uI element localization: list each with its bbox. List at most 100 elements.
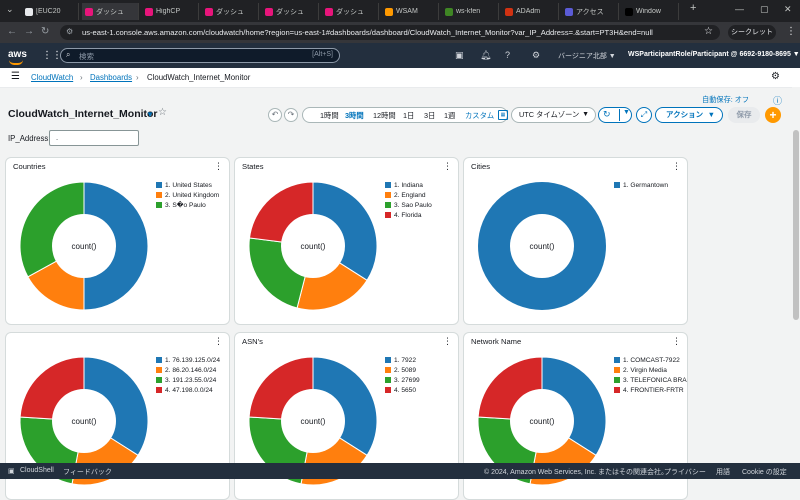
feedback-link[interactable]: フィードバック [63, 469, 112, 476]
browser-tab[interactable]: ダッシュ [202, 3, 259, 20]
maximize-icon[interactable]: ▢ [760, 4, 769, 14]
redo-button[interactable]: ↷ [284, 108, 298, 122]
legend-item[interactable]: 3. 191.23.55.0/24 [156, 375, 220, 385]
undo-button[interactable]: ↶ [268, 108, 282, 122]
settings-icon[interactable]: ⚙ [532, 50, 541, 60]
calendar-icon[interactable]: ▦ [498, 110, 508, 120]
browser-tab[interactable]: ws-kfen [442, 3, 499, 20]
range-1d[interactable]: 1日 [403, 111, 415, 120]
legend-item[interactable]: 3. 27699 [385, 375, 420, 385]
timezone-dropdown[interactable]: UTC タイムゾーン ▼ [511, 107, 596, 123]
browser-tab[interactable]: ダッシュ [322, 3, 379, 20]
tab-search-icon[interactable]: ⌄ [6, 4, 14, 14]
legend-item[interactable]: 2. England [385, 190, 432, 200]
legend-item[interactable]: 1. 76.139.125.0/24 [156, 355, 220, 365]
browser-menu-icon[interactable]: ⋮ [786, 26, 796, 37]
cloudshell-icon[interactable]: ▣ [455, 50, 464, 60]
close-window-icon[interactable]: ✕ [784, 4, 792, 14]
legend-item[interactable]: 4. 5650 [385, 385, 420, 395]
url-field[interactable]: us-east-1.console.aws.amazon.com/cloudwa… [60, 25, 720, 40]
cookie-settings-link[interactable]: Cookie の設定 [742, 469, 787, 476]
browser-tab[interactable]: ダッシュ [262, 3, 319, 20]
widget-menu-icon[interactable]: ⋮ [443, 161, 452, 171]
browser-tab[interactable]: Window [622, 3, 679, 20]
legend-item[interactable]: 2. 5089 [385, 365, 420, 375]
range-3h[interactable]: 3時間 [345, 111, 364, 120]
site-info-icon[interactable]: ⚙ [66, 27, 74, 36]
refresh-button[interactable]: ↻ ▼ [598, 107, 632, 123]
widget-menu-icon[interactable]: ⋮ [214, 161, 223, 171]
scrollbar-thumb[interactable] [793, 130, 799, 320]
tab-favicon-icon [625, 7, 633, 16]
favorite-star-icon[interactable]: ☆ [158, 107, 167, 118]
widget-menu-icon[interactable]: ⋮ [672, 161, 681, 171]
console-search-input[interactable]: ⌕ 検索 [Alt+S] [60, 48, 340, 63]
forward-icon[interactable]: → [24, 26, 34, 37]
new-tab-button[interactable]: + [690, 2, 697, 14]
range-1h[interactable]: 1時間 [320, 111, 339, 120]
breadcrumb-dashboards[interactable]: Dashboards [90, 73, 133, 82]
donut-hole [281, 389, 345, 453]
legend-item[interactable]: 1. Indiana [385, 180, 432, 190]
legend-item[interactable]: 3. TELEFONICA BRA... [614, 375, 688, 385]
browser-tab[interactable]: WSAM [382, 3, 439, 20]
legend-item[interactable]: 1. Germantown [614, 180, 668, 190]
services-grid-icon[interactable]: ⋮⋮⋮ [42, 50, 72, 61]
cloudshell-link[interactable]: CloudShell [20, 467, 54, 474]
incognito-badge[interactable]: シークレット [728, 25, 776, 40]
widget-menu-icon[interactable]: ⋮ [214, 336, 223, 346]
breadcrumb-cloudwatch[interactable]: CloudWatch [31, 73, 74, 82]
legend-item[interactable]: 1. COMCAST-7922 [614, 355, 687, 365]
widget-menu-icon[interactable]: ⋮ [443, 336, 452, 346]
variable-label: IP_Address: [8, 134, 51, 143]
legend-swatch-icon [614, 377, 620, 383]
reload-icon[interactable]: ↻ [41, 26, 50, 37]
info-icon[interactable]: ⓘ [773, 96, 783, 106]
legend-item[interactable]: 1. 7922 [385, 355, 420, 365]
browser-tab[interactable]: ADAdm [502, 3, 559, 20]
range-12h[interactable]: 12時間 [373, 111, 396, 120]
hamburger-menu-icon[interactable]: ☰ [11, 71, 20, 82]
legend-item[interactable]: 4. 47.198.0.0/24 [156, 385, 220, 395]
legend-item[interactable]: 3. Sao Paulo [385, 200, 432, 210]
privacy-link[interactable]: プライバシー [664, 469, 706, 476]
dashboard-switch-caret-icon[interactable]: ▼ [146, 110, 154, 119]
bookmark-star-icon[interactable]: ☆ [704, 26, 713, 37]
legend-item[interactable]: 4. FRONTIER-FRTR [614, 385, 687, 395]
range-3d[interactable]: 3日 [424, 111, 436, 120]
legend-swatch-icon [156, 377, 162, 383]
pie-widget: States ⋮ count() 1. Indiana 2. England 3. Sao… [234, 157, 459, 325]
refresh-options-caret-icon[interactable]: ▼ [619, 109, 630, 121]
legend-item[interactable]: 3. S�o Paulo [156, 200, 219, 210]
range-custom[interactable]: カスタム [465, 111, 495, 120]
widget-menu-icon[interactable]: ⋮ [672, 336, 681, 346]
fullscreen-icon[interactable]: ⤢ [636, 107, 652, 123]
browser-tab[interactable]: [EUC20 [22, 3, 79, 20]
preferences-icon[interactable]: ⚙ [771, 71, 780, 82]
account-menu[interactable]: WSParticipantRole/Participant @ 6692-918… [628, 51, 800, 58]
region-selector[interactable]: バージニア北部 ▼ [558, 53, 616, 60]
minimize-icon[interactable]: — [735, 4, 744, 14]
actions-dropdown[interactable]: アクション ▼ [655, 107, 723, 123]
browser-tab[interactable]: ダッシュ [82, 3, 139, 20]
legend-item[interactable]: 1. United States [156, 180, 219, 190]
legend-item[interactable]: 2. 86.20.146.0/24 [156, 365, 220, 375]
browser-tab[interactable]: アクセス [562, 3, 619, 20]
notifications-icon[interactable]: 🔔︎ [480, 50, 492, 60]
aws-logo[interactable]: aws [8, 49, 27, 60]
ip-address-input[interactable]: . [49, 130, 139, 146]
terms-link[interactable]: 用語 [716, 469, 730, 476]
save-button[interactable]: 保存 [728, 107, 760, 123]
legend-label: 3. TELEFONICA BRA... [623, 376, 688, 384]
cloudshell-icon[interactable]: ▣ [8, 468, 15, 475]
help-icon[interactable]: ? [505, 50, 511, 60]
range-1w[interactable]: 1週 [444, 111, 456, 120]
autosave-toggle[interactable]: 自動保存: オフ [702, 95, 750, 104]
legend-item[interactable]: 4. Florida [385, 210, 432, 220]
browser-tab[interactable]: HighCP [142, 3, 199, 20]
legend-item[interactable]: 2. United Kingdom [156, 190, 219, 200]
back-icon[interactable]: ← [7, 26, 17, 37]
add-widget-button[interactable]: + [765, 107, 781, 123]
chart-legend: 1. Indiana 2. England 3. Sao Paulo 4. Flori… [385, 180, 432, 220]
legend-item[interactable]: 2. Virgin Media [614, 365, 687, 375]
